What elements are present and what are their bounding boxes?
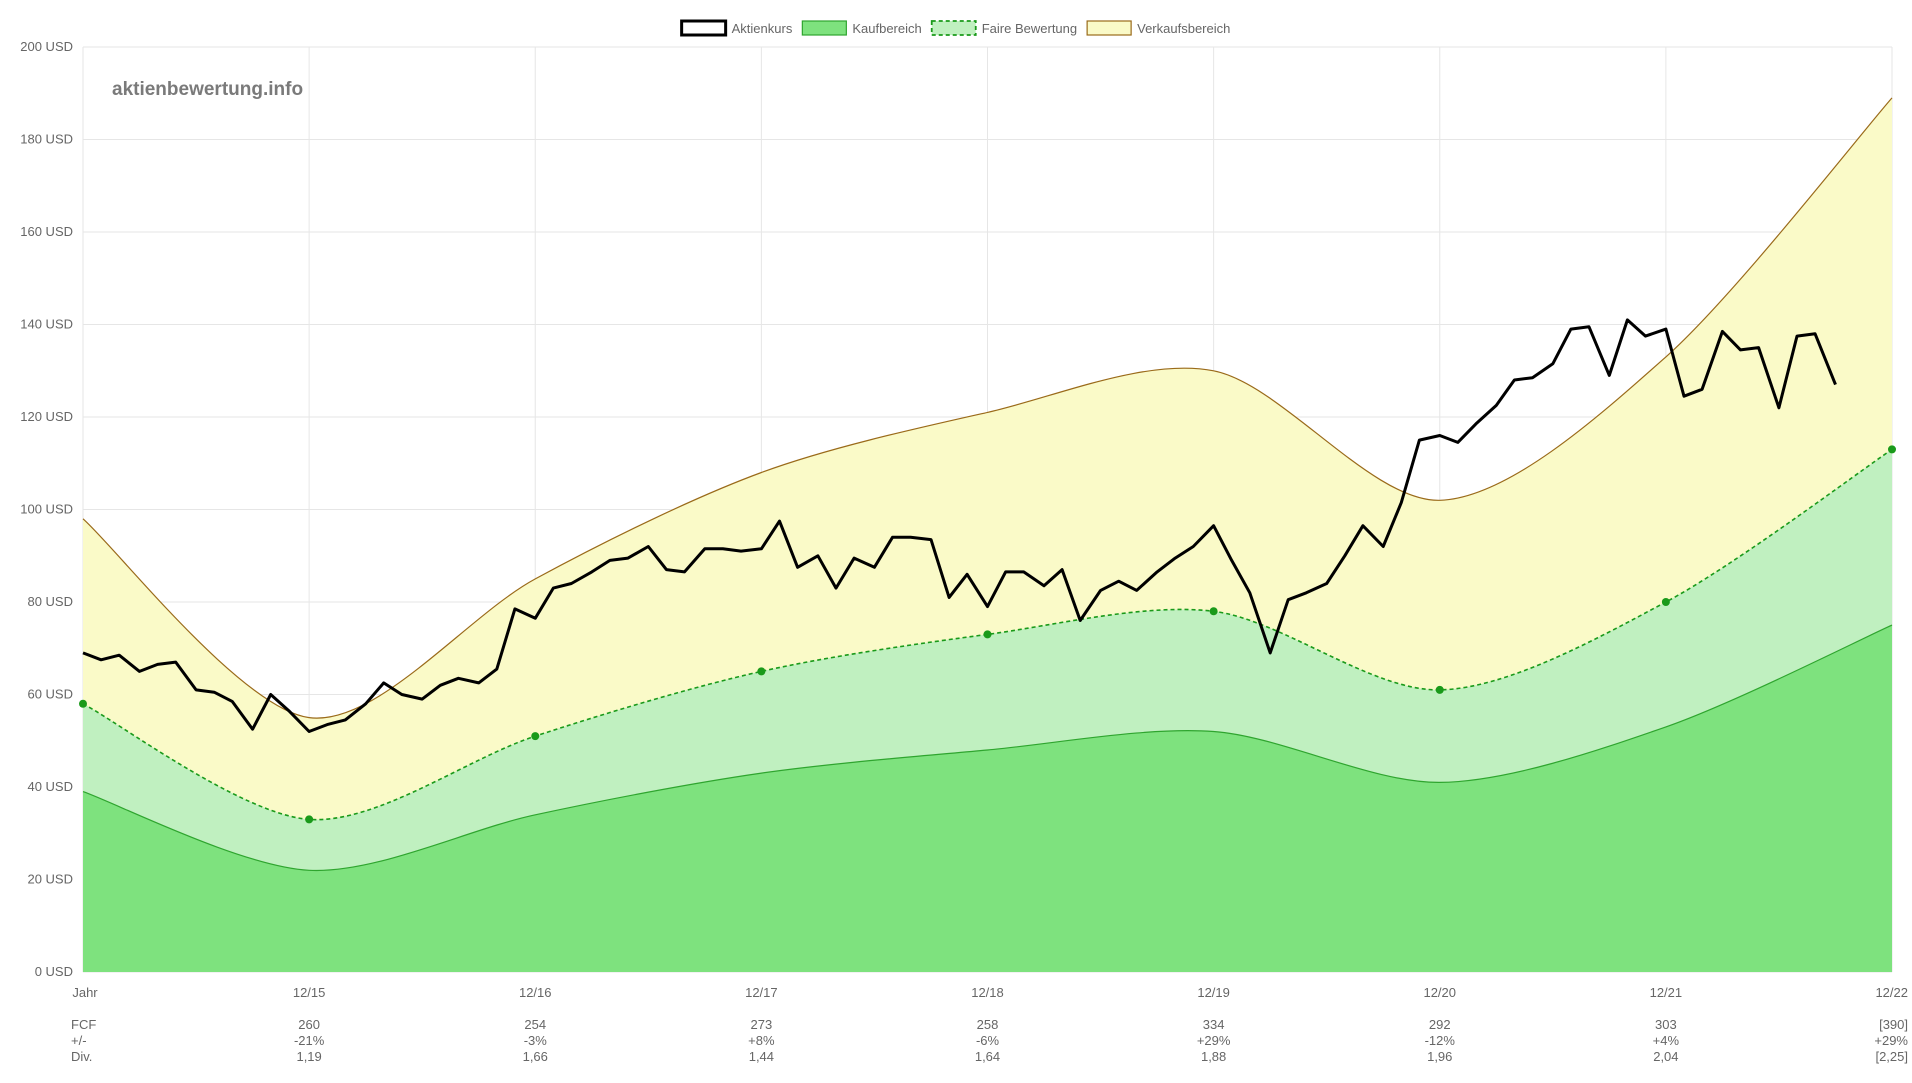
- price-series: [82, 318, 1837, 733]
- table-cell: [390]: [1879, 1017, 1908, 1032]
- fair-value-point-1: [305, 815, 314, 824]
- legend-label-verkauf: Verkaufsbereich: [1137, 21, 1230, 36]
- legend-label-fair: Faire Bewertung: [982, 21, 1077, 36]
- fundamentals-table: FCF 260 254 273 258 334 292 303 [390] +/- -21% -3% +…: [71, 1017, 1908, 1064]
- y-tick-label: 200 USD: [20, 39, 73, 54]
- table-cell: +8%: [748, 1033, 775, 1048]
- table-cell: 292: [1429, 1017, 1451, 1032]
- table-cell: +4%: [1653, 1033, 1680, 1048]
- valuation-bands: [82, 97, 1893, 972]
- table-cell: 303: [1655, 1017, 1677, 1032]
- fair-value-markers: [79, 445, 1896, 824]
- table-cell: 1,44: [749, 1049, 774, 1064]
- x-tick-label: 12/18: [971, 985, 1004, 1000]
- table-cell: +29%: [1874, 1033, 1908, 1048]
- legend-swatch-kauf: [801, 20, 847, 36]
- x-tick-label: 12/22: [1875, 985, 1908, 1000]
- table-cell: 1,66: [523, 1049, 548, 1064]
- fair-value-point-2: [531, 732, 540, 741]
- table-cell: 260: [298, 1017, 320, 1032]
- kaufbereich-line: [82, 624, 1893, 871]
- legend-swatch-verkauf: [1086, 20, 1132, 36]
- table-row-label: FCF: [71, 1017, 96, 1032]
- table-cell: 1,96: [1427, 1049, 1452, 1064]
- legend-swatch-kurs: [680, 19, 728, 37]
- legend-swatch-fair: [930, 20, 977, 36]
- y-tick-label: 60 USD: [27, 687, 73, 702]
- table-row-label: +/-: [71, 1033, 87, 1048]
- watermark-logo: aktienbewertung.info: [112, 79, 303, 100]
- table-cell: 273: [751, 1017, 773, 1032]
- y-axis: 0 USD 20 USD 40 USD 60 USD 80 USD 100 USD 120 …: [20, 39, 73, 979]
- aktienkurs-line: [82, 318, 1837, 733]
- x-tick-label: 12/20: [1423, 985, 1456, 1000]
- table-cell: -21%: [294, 1033, 325, 1048]
- kaufbereich-area: [83, 625, 1892, 972]
- fair-value-point-8: [1888, 445, 1896, 454]
- table-cell: 1,64: [975, 1049, 1000, 1064]
- table-cell: -6%: [976, 1033, 1000, 1048]
- fair-value-point-5: [1209, 607, 1218, 616]
- x-tick-label: 12/19: [1197, 985, 1230, 1000]
- x-tick-label: 12/17: [745, 985, 778, 1000]
- y-tick-label: 100 USD: [20, 502, 73, 517]
- fair-value-point-4: [983, 630, 992, 639]
- fair-value-point-3: [757, 667, 766, 676]
- table-cell: 1,88: [1201, 1049, 1226, 1064]
- table-cell: 334: [1203, 1017, 1225, 1032]
- y-tick-label: 160 USD: [20, 224, 73, 239]
- table-row-label: Div.: [71, 1049, 92, 1064]
- y-tick-label: 120 USD: [20, 409, 73, 424]
- x-tick-label: 12/21: [1650, 985, 1683, 1000]
- x-tick-label: 12/15: [293, 985, 326, 1000]
- fair-value-point-0: [79, 699, 87, 708]
- table-cell: -3%: [524, 1033, 548, 1048]
- y-tick-label: 0 USD: [35, 964, 73, 979]
- faire-bewertung-line: [82, 448, 1893, 821]
- table-cell: -12%: [1425, 1033, 1456, 1048]
- legend-label-kauf: Kaufbereich: [852, 21, 921, 36]
- table-cell: 1,19: [296, 1049, 321, 1064]
- y-tick-label: 140 USD: [20, 317, 73, 332]
- y-tick-label: 40 USD: [27, 779, 73, 794]
- table-cell: 2,04: [1653, 1049, 1678, 1064]
- x-tick-label: 12/16: [519, 985, 552, 1000]
- x-axis: Jahr 12/15 12/16 12/17 12/18 12/19 12/20 12/21 1…: [72, 985, 1908, 1000]
- legend-label-kurs: Aktienkurs: [732, 21, 793, 36]
- table-cell: +29%: [1197, 1033, 1231, 1048]
- fair-value-point-7: [1661, 598, 1670, 606]
- y-tick-label: 80 USD: [27, 594, 73, 609]
- legend: Aktienkurs Kaufbereich Faire Bewertung Verk…: [680, 19, 1230, 37]
- table-cell: 254: [524, 1017, 546, 1032]
- table-cell: [2,25]: [1875, 1049, 1908, 1064]
- y-tick-label: 180 USD: [20, 132, 73, 147]
- table-cell: 258: [977, 1017, 999, 1032]
- y-tick-label: 20 USD: [27, 872, 73, 887]
- x-tick-label: Jahr: [72, 985, 98, 1000]
- fair-value-point-6: [1435, 685, 1444, 694]
